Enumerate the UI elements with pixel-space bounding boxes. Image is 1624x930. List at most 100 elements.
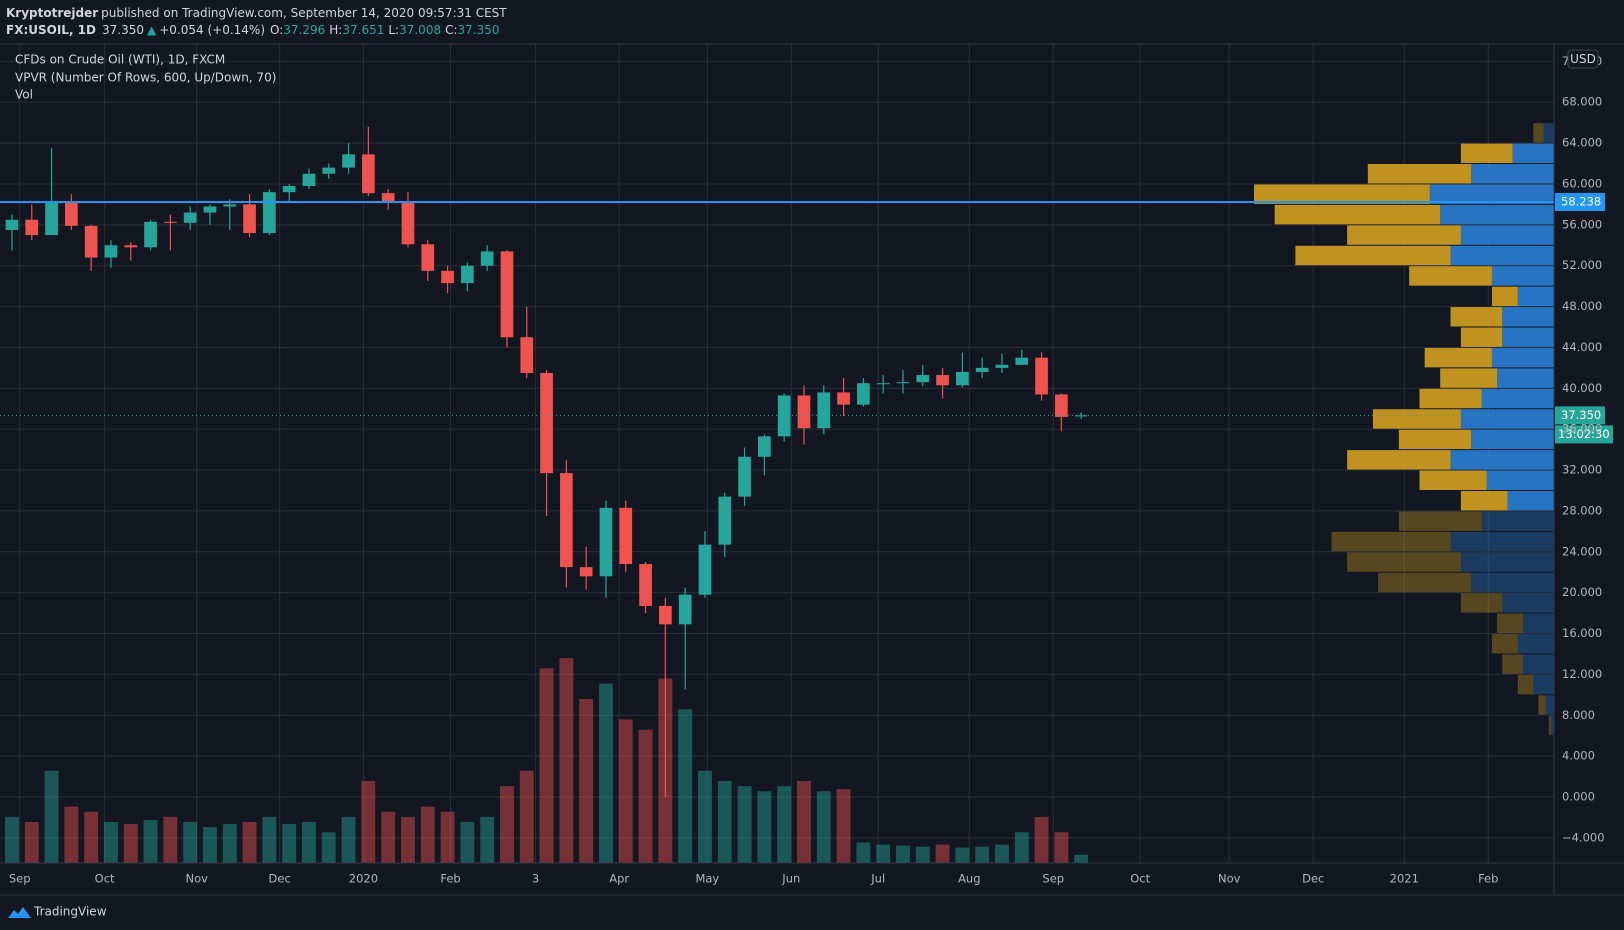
- candle-body: [164, 221, 177, 223]
- candle-body: [104, 245, 118, 258]
- candle-body: [817, 392, 831, 429]
- candle-body: [916, 375, 930, 383]
- volume-bar: [420, 806, 435, 863]
- volume-bar: [579, 699, 594, 863]
- volume-bar: [401, 816, 415, 863]
- y-tick-label: 64.000: [1562, 136, 1602, 150]
- candle-body: [738, 456, 751, 497]
- vpvr-down: [1460, 143, 1513, 164]
- x-tick-label: Feb: [1478, 872, 1498, 886]
- vpvr-down: [1533, 123, 1544, 143]
- y-tick-label: 68.000: [1562, 95, 1602, 109]
- vpvr-up: [1460, 552, 1554, 572]
- candle-body: [84, 225, 98, 258]
- y-tick-label: 52.000: [1562, 258, 1602, 272]
- change: +0.054 (+0.14%): [159, 23, 265, 37]
- currency-label[interactable]: USD: [1570, 52, 1596, 66]
- vpvr-down: [1419, 470, 1487, 490]
- volume-bar: [143, 819, 158, 863]
- currency-button[interactable]: [1567, 49, 1599, 69]
- volume-bar: [955, 847, 970, 863]
- candle-body: [599, 507, 613, 577]
- vpvr-up: [1543, 123, 1554, 143]
- y-tick-label: 8.000: [1562, 708, 1595, 722]
- volume-bar: [1074, 854, 1089, 863]
- symbol-line: FX:USOIL, 1D 37.350 ▲ +0.054 (+0.14%) O:37.2…: [6, 23, 500, 37]
- volume-bar: [876, 844, 891, 863]
- candle-body: [183, 212, 197, 223]
- candle-body: [342, 154, 355, 168]
- vpvr-up: [1517, 634, 1554, 654]
- brand-logo: [8, 907, 31, 918]
- y-tick-label: 60.000: [1562, 176, 1602, 190]
- vpvr-up: [1491, 266, 1554, 286]
- candle-layer: [5, 126, 1088, 797]
- vpvr-up: [1550, 715, 1554, 736]
- volume-bar: [500, 786, 514, 863]
- candle-body: [678, 594, 692, 625]
- y-tick-label: 4.000: [1562, 749, 1595, 763]
- vpvr-up: [1491, 347, 1554, 368]
- volume-bar: [381, 811, 396, 863]
- vpvr-up: [1481, 388, 1554, 409]
- candle-body: [857, 383, 870, 405]
- y-tick-label: 48.000: [1562, 299, 1602, 313]
- vpvr-down: [1460, 593, 1503, 613]
- vpvr-down: [1502, 654, 1523, 674]
- ohlc-value: 37.008: [399, 23, 441, 37]
- last-price-label: 37.350: [1561, 408, 1601, 422]
- volume-bar: [104, 822, 118, 863]
- candle-body: [65, 201, 78, 226]
- vpvr-down: [1254, 184, 1430, 204]
- vpvr-up: [1502, 307, 1554, 327]
- volume-bar: [717, 781, 732, 863]
- vpvr-down: [1440, 368, 1498, 388]
- candle-body: [1074, 415, 1088, 417]
- axes: −4.000 0.000 4.000 8.000 12.000 16.000 20.000 2…: [9, 54, 1605, 886]
- candle-body: [362, 154, 375, 194]
- candle-body: [936, 375, 949, 386]
- volume-bar: [836, 789, 851, 863]
- candle-body: [223, 204, 237, 207]
- vpvr-down: [1460, 490, 1508, 511]
- vpvr-down: [1347, 450, 1451, 470]
- volume-bar: [5, 816, 19, 863]
- vpvr-up: [1450, 245, 1554, 266]
- indicator-label: VPVR (Number Of Rows, 600, Up/Down, 70): [15, 71, 276, 85]
- vpvr-down: [1274, 204, 1441, 225]
- volume-bar: [440, 811, 455, 863]
- y-tick-label: 36.000: [1562, 422, 1602, 436]
- volume-bar: [896, 845, 910, 863]
- chart-title: CFDs on Crude Oil (WTI), 1D, FXCM: [15, 53, 225, 67]
- vpvr-layer: [1254, 123, 1554, 736]
- volume-bar: [519, 770, 534, 863]
- ohlc-value: 37.350: [458, 23, 500, 37]
- volume-bar: [698, 770, 712, 863]
- x-tick-label: Dec: [269, 872, 291, 886]
- byline: Kryptotrejder published on TradingView.co…: [6, 6, 507, 20]
- candle-body: [956, 371, 969, 386]
- candle-body: [441, 270, 454, 284]
- vpvr-down: [1450, 307, 1503, 327]
- overlay-layer: 58.238 37.350 13:02:30: [0, 192, 1613, 444]
- x-tick-label: Apr: [609, 872, 629, 886]
- x-tick-label: Jul: [870, 872, 885, 886]
- volume-bar: [1014, 832, 1029, 863]
- candle-body: [718, 496, 732, 545]
- candle-body: [876, 383, 890, 385]
- volume-bar: [638, 729, 653, 863]
- ohlc-label: O:: [270, 23, 283, 37]
- vpvr-down: [1398, 511, 1482, 531]
- volume-bar: [24, 822, 39, 863]
- vpvr-up: [1545, 695, 1554, 715]
- candle-body: [1035, 357, 1048, 395]
- x-tick-label: 2021: [1390, 872, 1419, 886]
- volume-bar: [203, 827, 217, 863]
- volume-bar: [1034, 816, 1049, 863]
- vpvr-up: [1460, 225, 1554, 245]
- candle-body: [975, 367, 989, 372]
- candle-body: [5, 219, 19, 230]
- y-tick-label: 12.000: [1562, 667, 1602, 681]
- author: Kryptotrejder: [6, 6, 98, 20]
